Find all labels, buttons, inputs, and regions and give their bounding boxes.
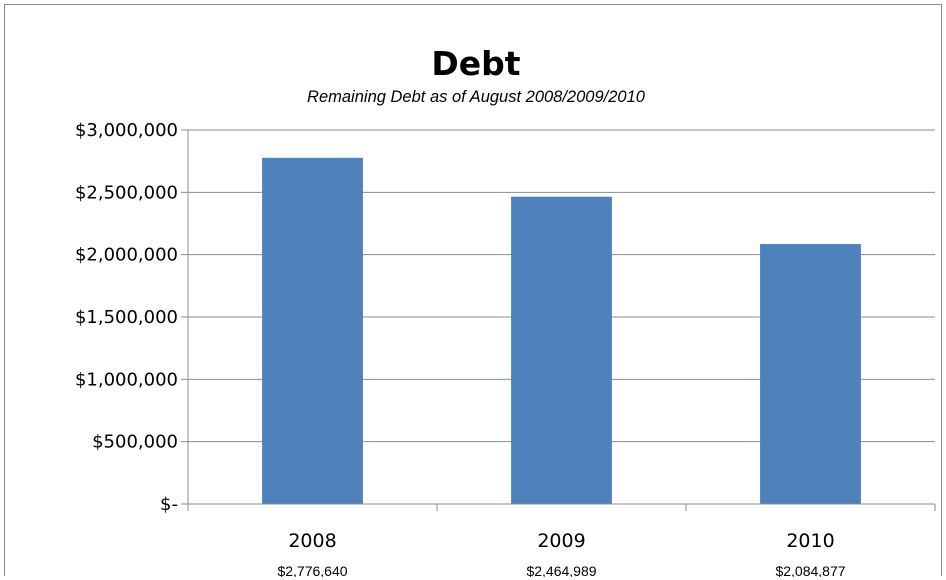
value-label: $2,776,640: [277, 563, 347, 577]
y-tick-label: $500,000: [92, 432, 178, 453]
chart-subtitle: Remaining Debt as of August 2008/2009/20…: [307, 88, 646, 106]
y-tick-label: $1,500,000: [75, 307, 178, 328]
bar-2010: [760, 244, 861, 504]
value-labels: $2,776,640 $2,464,989 $2,084,877: [277, 563, 845, 577]
value-label: $2,464,989: [526, 563, 596, 577]
chart-area: Debt Remaining Debt as of August 2008/20…: [4, 4, 942, 577]
x-tick-label: 2010: [786, 530, 834, 552]
axes: [181, 129, 936, 511]
bar-2008: [262, 157, 363, 504]
x-axis-tick-labels: 2008 2009 2010: [288, 530, 834, 552]
value-label: $2,084,877: [775, 563, 845, 577]
y-tick-label: $2,000,000: [75, 245, 178, 266]
chart-title: Debt: [431, 44, 520, 83]
y-tick-label: $2,500,000: [75, 182, 178, 203]
y-tick-label: $1,000,000: [75, 369, 178, 390]
debt-bar-chart: Debt Remaining Debt as of August 2008/20…: [75, 44, 936, 577]
bars: [262, 157, 861, 504]
bar-2009: [511, 196, 612, 504]
y-tick-label: $-: [160, 494, 178, 515]
x-tick-label: 2008: [288, 530, 336, 552]
y-tick-label: $3,000,000: [75, 120, 178, 141]
x-tick-label: 2009: [537, 530, 585, 552]
y-axis-tick-labels: $- $500,000 $1,000,000 $1,500,000 $2,000,000…: [75, 120, 178, 515]
